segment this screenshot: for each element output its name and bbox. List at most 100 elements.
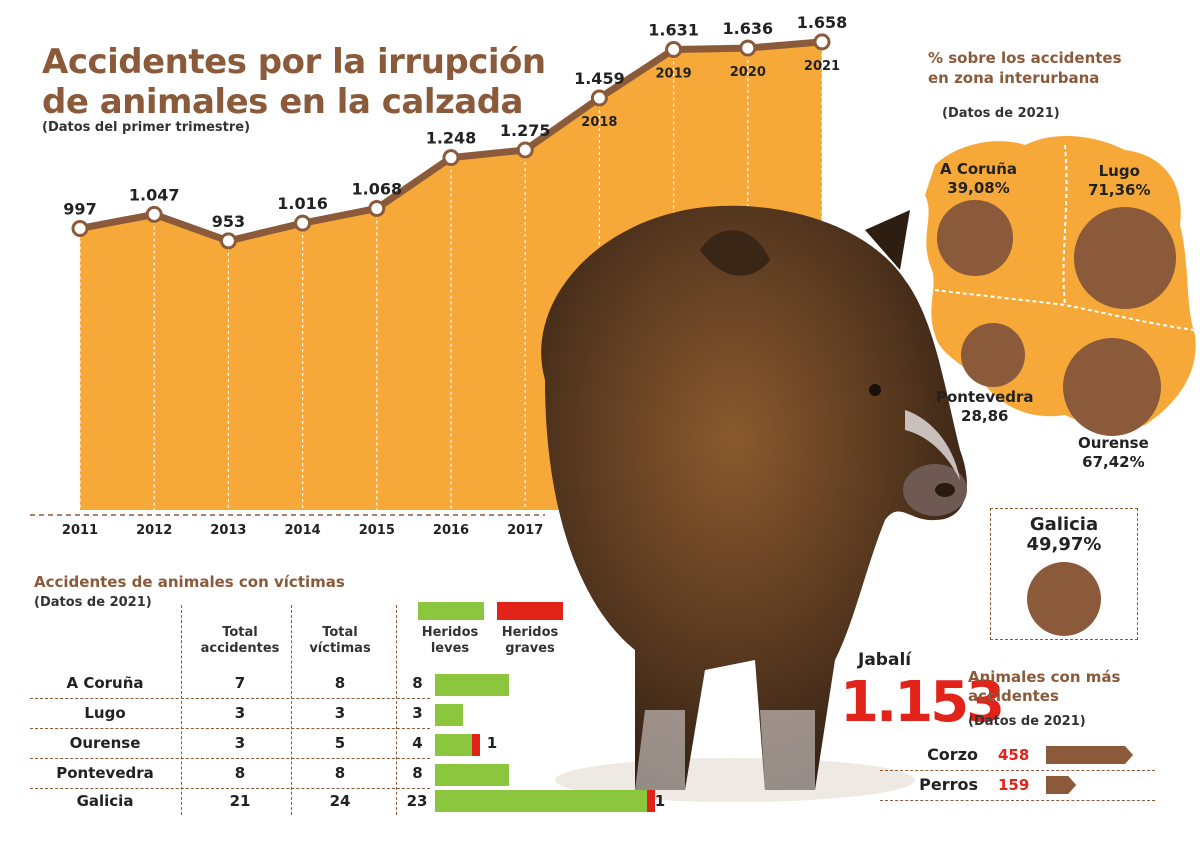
data-point [71,219,89,237]
province-label-lugo: Lugo 71,36% [1088,162,1150,200]
data-point [516,141,534,159]
row-accidentes: 3 [234,704,246,722]
header-total-accidentes: Total accidentes [200,625,280,656]
galicia-label: Galicia 49,97% [991,515,1137,555]
map-title-line-2: en zona interurbana [928,69,1100,87]
jabali-value: 1.153 [840,670,1005,735]
animal-arrow-bars [1046,746,1134,794]
data-label: 1.275 [500,121,551,140]
x-tick-label: 2019 [656,66,692,81]
bar-heridos-leves [435,734,472,756]
x-tick-label: 2011 [62,523,98,538]
table-divider [181,605,182,815]
bar-heridos-leves [435,764,509,786]
animals-title-line-2: accidentes [968,687,1059,705]
data-point [665,40,683,58]
animal-arrow-bar [1046,746,1134,764]
data-label: 1.248 [426,129,477,148]
data-label: 1.631 [648,20,699,39]
province-label-a-coruna: A Coruña 39,08% [940,160,1017,198]
data-point [294,214,312,232]
animal-label-perros: Perros [919,775,978,794]
data-label: 1.016 [277,194,328,213]
province-label-pontevedra: Pontevedra 28,86 [936,388,1034,426]
data-label: 1.658 [797,13,848,32]
animal-value-perros: 159 [998,776,1030,794]
header-heridos-leves: Heridos leves [421,625,479,656]
chart-title: Accidentes por la irrupción de animales … [42,42,546,122]
bar-heridos-leves [435,704,463,726]
bar-heridos-leves [435,674,509,696]
data-label: 1.068 [351,179,402,198]
row-accidentes: 8 [234,764,246,782]
galicia-summary-box: Galicia 49,97% [990,508,1138,640]
bar-heridos-graves [646,790,655,812]
row-name: Galicia [76,792,134,810]
title-line-1: Accidentes por la irrupción [42,42,546,82]
row-leves: 8 [412,764,423,782]
data-point [813,33,831,51]
x-tick-label: 2018 [581,115,617,130]
province-circle [960,322,1026,388]
row-leves: 3 [412,704,423,722]
header-heridos-graves: Heridos graves [501,625,559,656]
row-name: A Coruña [66,674,144,692]
row-accidentes: 7 [234,674,246,692]
animal-label-corzo: Corzo [927,745,978,764]
row-graves: 1 [654,792,666,810]
row-accidentes: 21 [229,792,251,810]
data-point [368,199,386,217]
province-value: 39,08% [947,179,1010,197]
row-separator [30,728,430,729]
galicia-name: Galicia [1029,514,1099,535]
x-tick-label: 2015 [359,523,395,538]
wild-boar-illustration [541,205,967,802]
row-separator [30,698,430,699]
row-separator [30,758,430,759]
row-leves: 4 [412,734,423,752]
province-value: 28,86 [961,407,1009,425]
animals-title: Animales con más accidentes [968,668,1120,706]
province-label-ourense: Ourense 67,42% [1078,434,1149,472]
province-circle [1074,207,1176,309]
row-graves: 1 [486,734,498,752]
bar-heridos-leves [435,790,647,812]
galicia-circle [1027,562,1101,636]
row-victimas: 8 [334,674,346,692]
province-value: 67,42% [1082,453,1145,471]
row-victimas: 3 [334,704,346,722]
x-tick-label: 2013 [210,523,246,538]
row-name: Ourense [69,734,141,752]
animal-arrow-bar [1046,776,1077,794]
animals-title-line-1: Animales con más [968,668,1121,686]
data-point [219,232,237,250]
row-separator [30,788,430,789]
header-total-victimas: Total víctimas [309,625,371,656]
map-note: (Datos de 2021) [942,106,1060,121]
data-point [145,205,163,223]
legend-swatch-graves [497,602,563,620]
victims-table-note: (Datos de 2021) [34,595,152,610]
map-title: % sobre los accidentes en zona interurba… [928,48,1122,88]
table-divider [396,605,397,815]
data-point [739,39,757,57]
animal-value-corzo: 458 [998,746,1030,764]
province-name: Ourense [1078,434,1149,452]
province-name: A Coruña [940,160,1018,178]
animals-separator [880,770,1155,771]
victims-table-title: Accidentes de animales con víctimas [34,573,345,591]
chart-subtitle: (Datos del primer trimestre) [42,120,251,135]
province-circle [1062,337,1162,437]
x-tick-label: 2021 [804,59,840,74]
province-name: Lugo [1098,162,1140,180]
map-title-line-1: % sobre los accidentes [928,49,1122,67]
data-label: 953 [212,212,245,231]
animals-separator [880,800,1155,801]
data-point [442,149,460,167]
data-point [590,89,608,107]
province-value: 71,36% [1088,181,1151,199]
row-victimas: 5 [334,734,346,752]
legend-swatch-leves [418,602,484,620]
row-victimas: 8 [334,764,346,782]
province-name: Pontevedra [936,388,1034,406]
